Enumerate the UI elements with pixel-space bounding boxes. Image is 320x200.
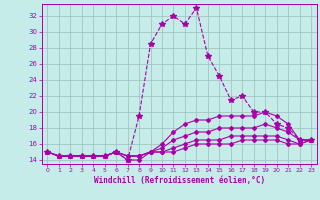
X-axis label: Windchill (Refroidissement éolien,°C): Windchill (Refroidissement éolien,°C) xyxy=(94,176,265,185)
